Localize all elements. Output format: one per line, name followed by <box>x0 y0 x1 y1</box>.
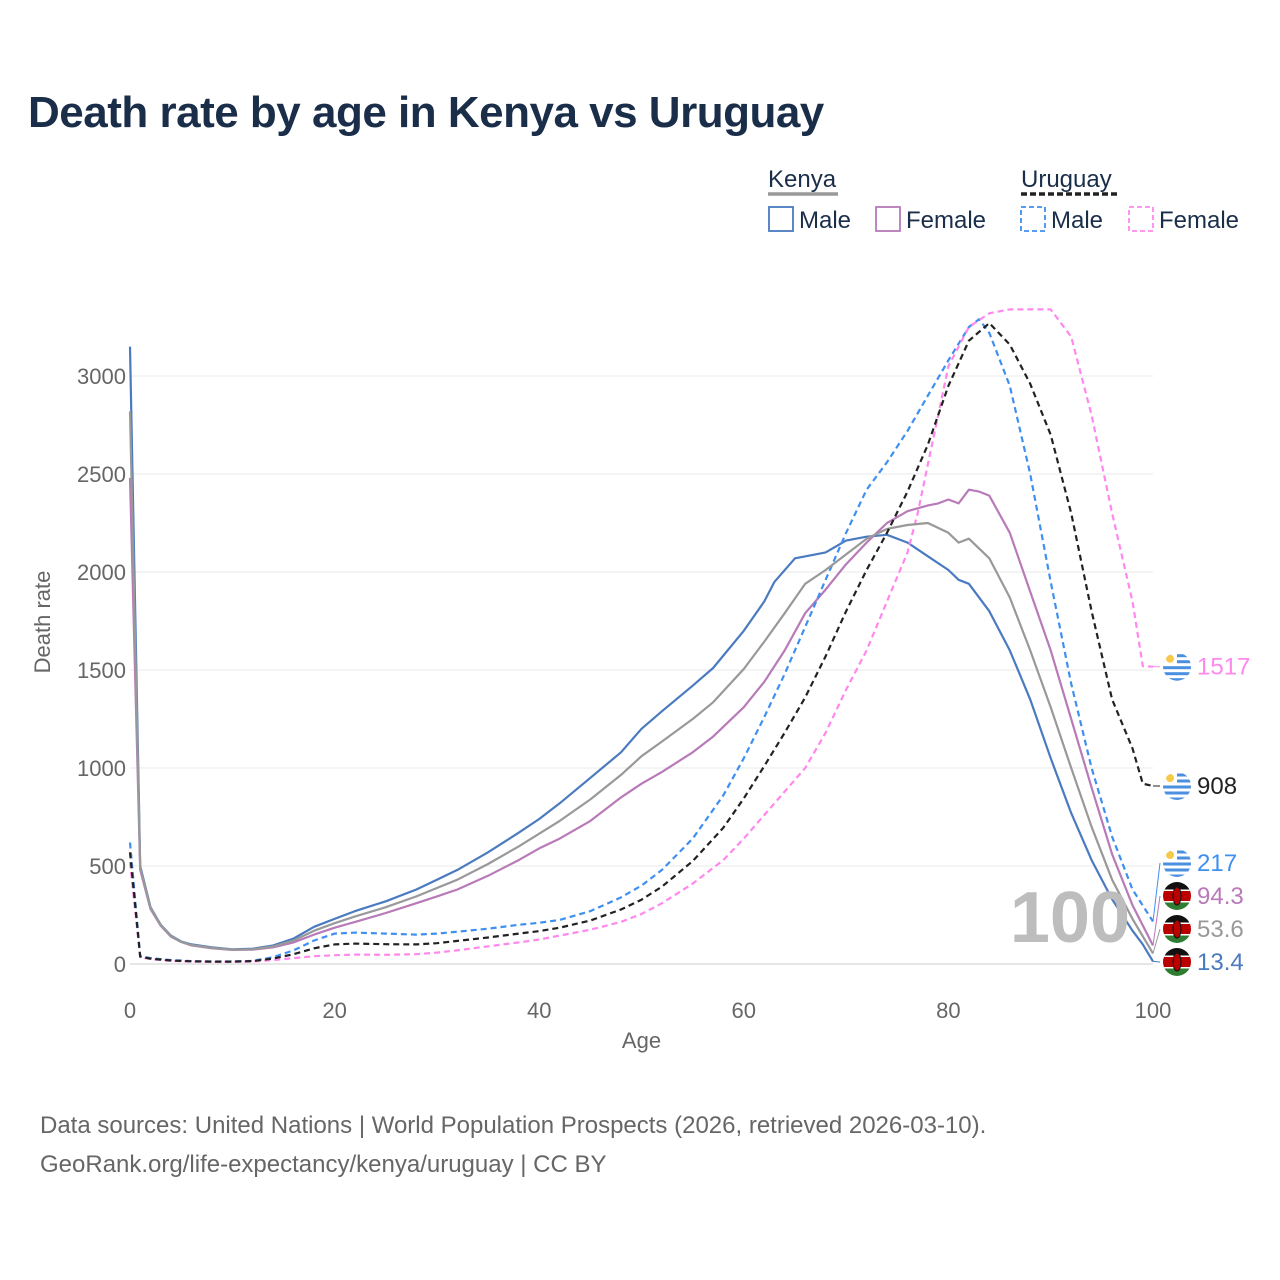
legend[interactable]: Kenya Uruguay Male Female Male Female <box>768 166 1239 234</box>
x-tick-label: 0 <box>124 998 136 1023</box>
series-line-uruguay-female[interactable] <box>128 308 1154 963</box>
y-tick-label: 0 <box>114 952 126 977</box>
chart-title: Death rate by age in Kenya vs Uruguay <box>28 88 824 137</box>
x-tick-label: 20 <box>322 998 346 1023</box>
uruguay-flag-icon <box>1163 849 1191 877</box>
legend-item-label[interactable]: Male <box>799 207 851 234</box>
y-tick-label: 500 <box>89 854 126 879</box>
axes: 0 500 1000 1500 2000 2500 3000 0 20 40 60 80 100 Age D… <box>30 364 1171 1053</box>
x-tick-label: 60 <box>732 998 756 1023</box>
x-tick-label: 100 <box>1135 998 1172 1023</box>
legend-item-label[interactable]: Female <box>906 207 986 234</box>
y-tick-label: 2500 <box>77 462 126 487</box>
legend-group-kenya: Kenya <box>768 166 837 193</box>
kenya-flag-icon <box>1163 915 1191 943</box>
legend-swatch[interactable] <box>1020 206 1046 232</box>
x-tick-label: 40 <box>527 998 551 1023</box>
uruguay-flag-icon <box>1163 652 1191 681</box>
end-value-label: 908 <box>1197 773 1237 800</box>
end-labels: 1517 908 217 94.3 53.6 13.4 <box>1152 652 1250 976</box>
series-line-kenya-male[interactable] <box>128 346 1154 962</box>
source-note: Data sources: United Nations | World Pop… <box>40 1106 986 1184</box>
x-axis-title: Age <box>622 1028 661 1053</box>
kenya-flag-icon <box>1163 882 1191 910</box>
legend-swatch[interactable] <box>1128 206 1154 232</box>
legend-swatch[interactable] <box>768 206 794 232</box>
end-value-label: 217 <box>1197 850 1237 877</box>
end-value-label: 53.6 <box>1197 916 1244 943</box>
end-value-label: 94.3 <box>1197 883 1244 910</box>
end-value-label: 13.4 <box>1197 949 1244 976</box>
legend-swatch[interactable] <box>875 206 901 232</box>
death-rate-chart: 0 500 1000 1500 2000 2500 3000 0 20 40 60 80 100 Age D… <box>30 166 1250 1053</box>
source-line-1: Data sources: United Nations | World Pop… <box>40 1112 987 1139</box>
uruguay-flag-icon <box>1163 772 1191 800</box>
end-label-connector <box>1152 862 1161 922</box>
y-tick-label: 2000 <box>77 560 126 585</box>
legend-item-label[interactable]: Female <box>1159 207 1239 234</box>
source-line-2: GeoRank.org/life-expectancy/kenya/urugua… <box>40 1151 607 1178</box>
y-tick-label: 1000 <box>77 756 126 781</box>
x-tick-label: 80 <box>936 998 960 1023</box>
series-line-kenya-female[interactable] <box>128 477 1154 951</box>
kenya-flag-icon <box>1163 948 1191 976</box>
series-line-kenya-total[interactable] <box>128 411 1154 955</box>
end-value-label: 1517 <box>1197 654 1250 681</box>
y-tick-label: 3000 <box>77 364 126 389</box>
end-label-connector <box>1152 960 1161 963</box>
end-label-connector <box>1152 895 1161 946</box>
series-lines <box>128 308 1154 963</box>
grid-lines <box>130 375 1153 965</box>
current-age-watermark: 100 <box>1010 878 1130 958</box>
legend-group-uruguay: Uruguay <box>1021 166 1112 193</box>
series-line-uruguay-male[interactable] <box>128 318 1154 963</box>
y-axis-title: Death rate <box>30 571 55 674</box>
end-label-connector <box>1152 928 1161 954</box>
y-tick-label: 1500 <box>77 658 126 683</box>
legend-item-label[interactable]: Male <box>1051 207 1103 234</box>
